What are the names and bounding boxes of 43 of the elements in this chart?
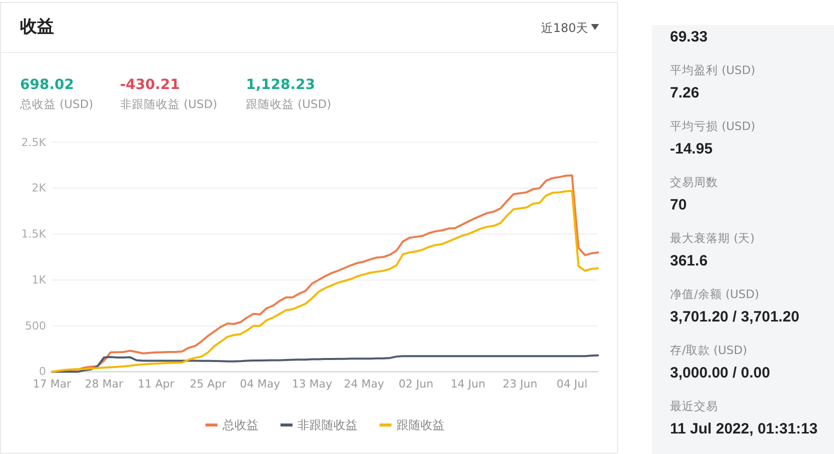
text: 平均盈利 (USD) [670,63,756,77]
y-tick-label: 500 [25,319,46,332]
y-tick-label: 2K [32,182,47,195]
text: 69.33 [670,28,708,46]
x-tick-label: 04 Jul [556,378,588,390]
text: 361.6 [670,252,708,270]
x-tick-label: 02 Jun [398,378,434,390]
text: 3,701.20 / 3,701.20 [670,308,800,326]
text: 交易周数 [670,175,718,189]
text: 总收益 (USD) [19,97,94,111]
x-tick-label: 13 May [292,378,333,390]
text: 近180天 [541,21,588,35]
text: 7.26 [670,84,700,102]
text: 11 Jul 2022, 01:31:13 [670,420,818,438]
text: 跟随收益 (USD) [246,97,332,111]
text: -14.95 [670,140,713,158]
x-tick-label: 14 Jun [450,378,486,390]
x-tick-label: 11 Apr [138,378,175,390]
x-tick-label: 28 Mar [84,378,124,390]
text: 最大衰落期 (天) [670,231,755,245]
y-tick-label: 2.5K [21,136,47,149]
x-tick-label: 24 May [344,378,385,390]
y-tick-label: 1K [32,273,47,286]
y-tick-label: 0 [39,365,46,378]
text: 3,000.00 / 0.00 [670,364,770,382]
x-tick-label: 04 May [240,378,281,390]
legend-label: 非跟随收益 [298,418,358,432]
text: 最近交易 [670,399,718,413]
text: 平均亏损 (USD) [670,119,756,133]
x-tick-label: 23 Jun [502,378,538,390]
text: 1,128.23 [246,77,316,93]
x-tick-label: 17 Mar [32,378,72,390]
text: 698.02 [20,77,74,93]
legend-label: 跟随收益 [396,418,444,432]
text: 净值/余额 (USD) [670,287,760,301]
y-tick-label: 1.5K [21,228,47,241]
chart-title: 收益 [20,17,54,37]
text: 存/取款 (USD) [670,343,748,357]
legend-label: 总收益 [222,418,258,432]
text: 70 [670,196,687,214]
text: -430.21 [120,77,180,93]
text: 非跟随收益 (USD) [120,97,218,111]
x-tick-label: 25 Apr [190,378,227,390]
